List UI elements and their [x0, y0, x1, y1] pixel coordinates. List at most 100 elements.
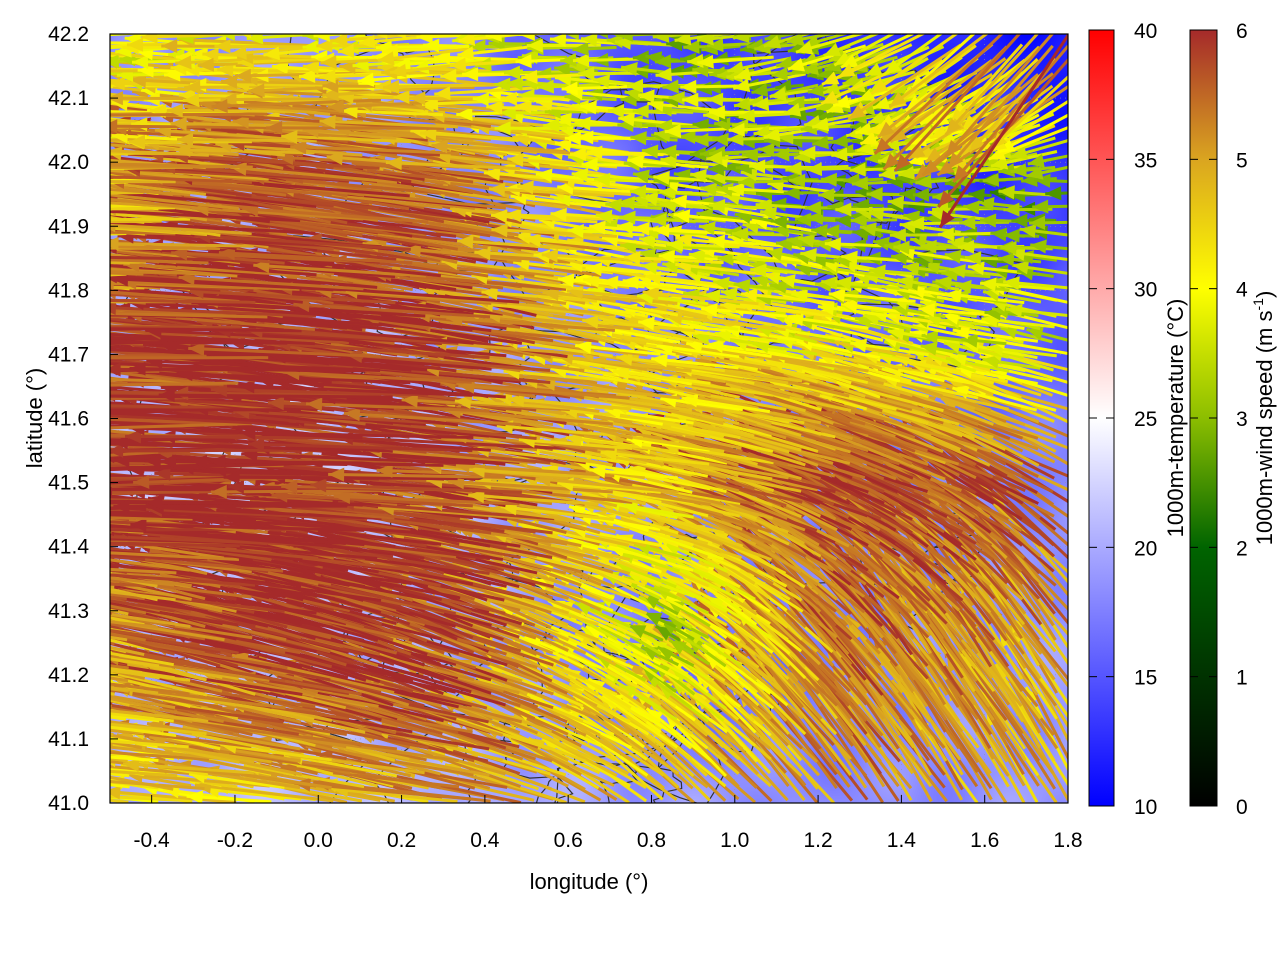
wind-vector-shaft	[110, 769, 178, 778]
wind-vector	[0, 637, 114, 668]
wind-vector-head	[5, 442, 21, 456]
wind-vector-head	[10, 622, 27, 636]
wind-vector-head	[81, 578, 98, 591]
wind-vector-shaft	[110, 581, 127, 587]
wind-vector-head	[4, 465, 20, 479]
wind-vector-head	[18, 673, 35, 687]
wind-vector-head	[16, 553, 33, 567]
wind-vector-head	[91, 572, 108, 585]
wind-vector-head	[65, 695, 82, 709]
wind-vector	[110, 755, 159, 762]
wind-vector	[110, 570, 113, 574]
wind-vector-head	[19, 534, 35, 548]
wind-vector-shaft	[110, 783, 130, 789]
wind-vector-head	[82, 573, 99, 587]
wind-vector-shaft	[475, 719, 587, 763]
wind-vector-head	[69, 581, 86, 595]
wind-vector-shaft	[146, 501, 381, 506]
wind-vector-head	[6, 561, 23, 575]
wind-vector-head	[89, 611, 106, 625]
wind-vector-head	[0, 485, 9, 499]
wind-vector-head	[88, 664, 105, 678]
wind-vector-head	[6, 505, 22, 519]
wind-vector	[110, 581, 127, 587]
wind-vector-head	[49, 496, 65, 510]
wind-vector	[110, 785, 237, 803]
wind-vector-shaft	[110, 704, 112, 709]
wind-vector-shaft	[110, 779, 205, 791]
wind-vector-head	[20, 676, 37, 690]
wind-vector-shaft	[146, 721, 301, 751]
wind-vector-head	[0, 637, 12, 651]
wind-vector	[110, 722, 161, 734]
wind-vector-head	[3, 603, 20, 617]
wind-vector-shaft	[110, 728, 252, 749]
wind-vector-shaft	[110, 787, 111, 790]
wind-vector-head	[66, 758, 83, 772]
wind-vector-head	[87, 549, 104, 563]
wind-vector-head	[18, 605, 35, 619]
wind-vector-head	[0, 719, 17, 733]
wind-vector-head	[0, 614, 1, 628]
wind-vector-head	[0, 578, 9, 592]
wind-vector-head	[87, 642, 104, 656]
wind-vector	[110, 772, 130, 778]
wind-vector-head	[0, 602, 12, 616]
wind-vector-head	[25, 567, 42, 581]
wind-vector-head	[186, 790, 204, 803]
wind-vector-head	[0, 518, 3, 532]
wind-vector-shaft	[110, 449, 129, 454]
wind-vector-shaft	[110, 501, 113, 505]
wind-vector-head	[25, 778, 41, 792]
wind-vector-head	[88, 512, 105, 526]
wind-vector-shaft	[110, 500, 128, 506]
wind-vector-head	[163, 784, 180, 799]
wind-vector-head	[51, 521, 68, 535]
wind-vector	[110, 765, 190, 775]
wind-vector-head	[19, 660, 36, 674]
wind-vector-shaft	[110, 530, 112, 534]
wind-vector-head	[0, 518, 3, 532]
wind-vector	[110, 449, 129, 454]
wind-vector-head	[35, 642, 52, 656]
wind-vector-shaft	[110, 570, 113, 574]
wind-vector-head	[33, 643, 50, 657]
wind-vector-shaft	[541, 737, 631, 788]
wind-vector-head	[45, 761, 61, 775]
wind-vector-head	[62, 704, 79, 718]
wind-vector-head	[27, 524, 43, 538]
wind-vector-shaft	[110, 739, 189, 749]
wind-vector-head	[83, 754, 100, 768]
wind-vector-head	[41, 564, 58, 577]
wind-vector-head	[58, 686, 75, 700]
wind-vector-shaft	[194, 783, 334, 803]
wind-vector-head	[13, 615, 30, 629]
wind-vector-shaft	[110, 517, 112, 521]
wind-vector-head	[54, 562, 71, 576]
wind-vector-head	[4, 488, 20, 502]
wind-vector	[110, 745, 223, 761]
wind-vector-head	[0, 639, 4, 653]
wind-vector-head	[44, 565, 61, 579]
wind-vector-head	[76, 565, 93, 578]
wind-vector-head	[34, 578, 51, 592]
wind-vector-head	[43, 708, 60, 722]
wind-vector-head	[41, 624, 58, 638]
wind-vector-shaft	[110, 709, 209, 723]
wind-vector-head	[78, 646, 95, 660]
wind-vector-head	[69, 570, 86, 584]
wind-vector-shaft	[149, 735, 301, 763]
wind-vector-head	[24, 544, 41, 558]
wind-vector-head	[22, 529, 38, 543]
wind-vector-head	[81, 456, 97, 470]
wind-vector-shaft	[110, 728, 144, 735]
wind-vector	[110, 650, 112, 655]
wind-vector-head	[1026, 687, 1040, 705]
wind-vector-head	[55, 772, 71, 786]
wind-vector-head	[0, 621, 16, 635]
wind-vector-head	[22, 505, 38, 519]
wind-vector-head	[19, 583, 36, 596]
wind-vector-head	[62, 570, 79, 584]
wind-vector-head	[22, 686, 39, 700]
